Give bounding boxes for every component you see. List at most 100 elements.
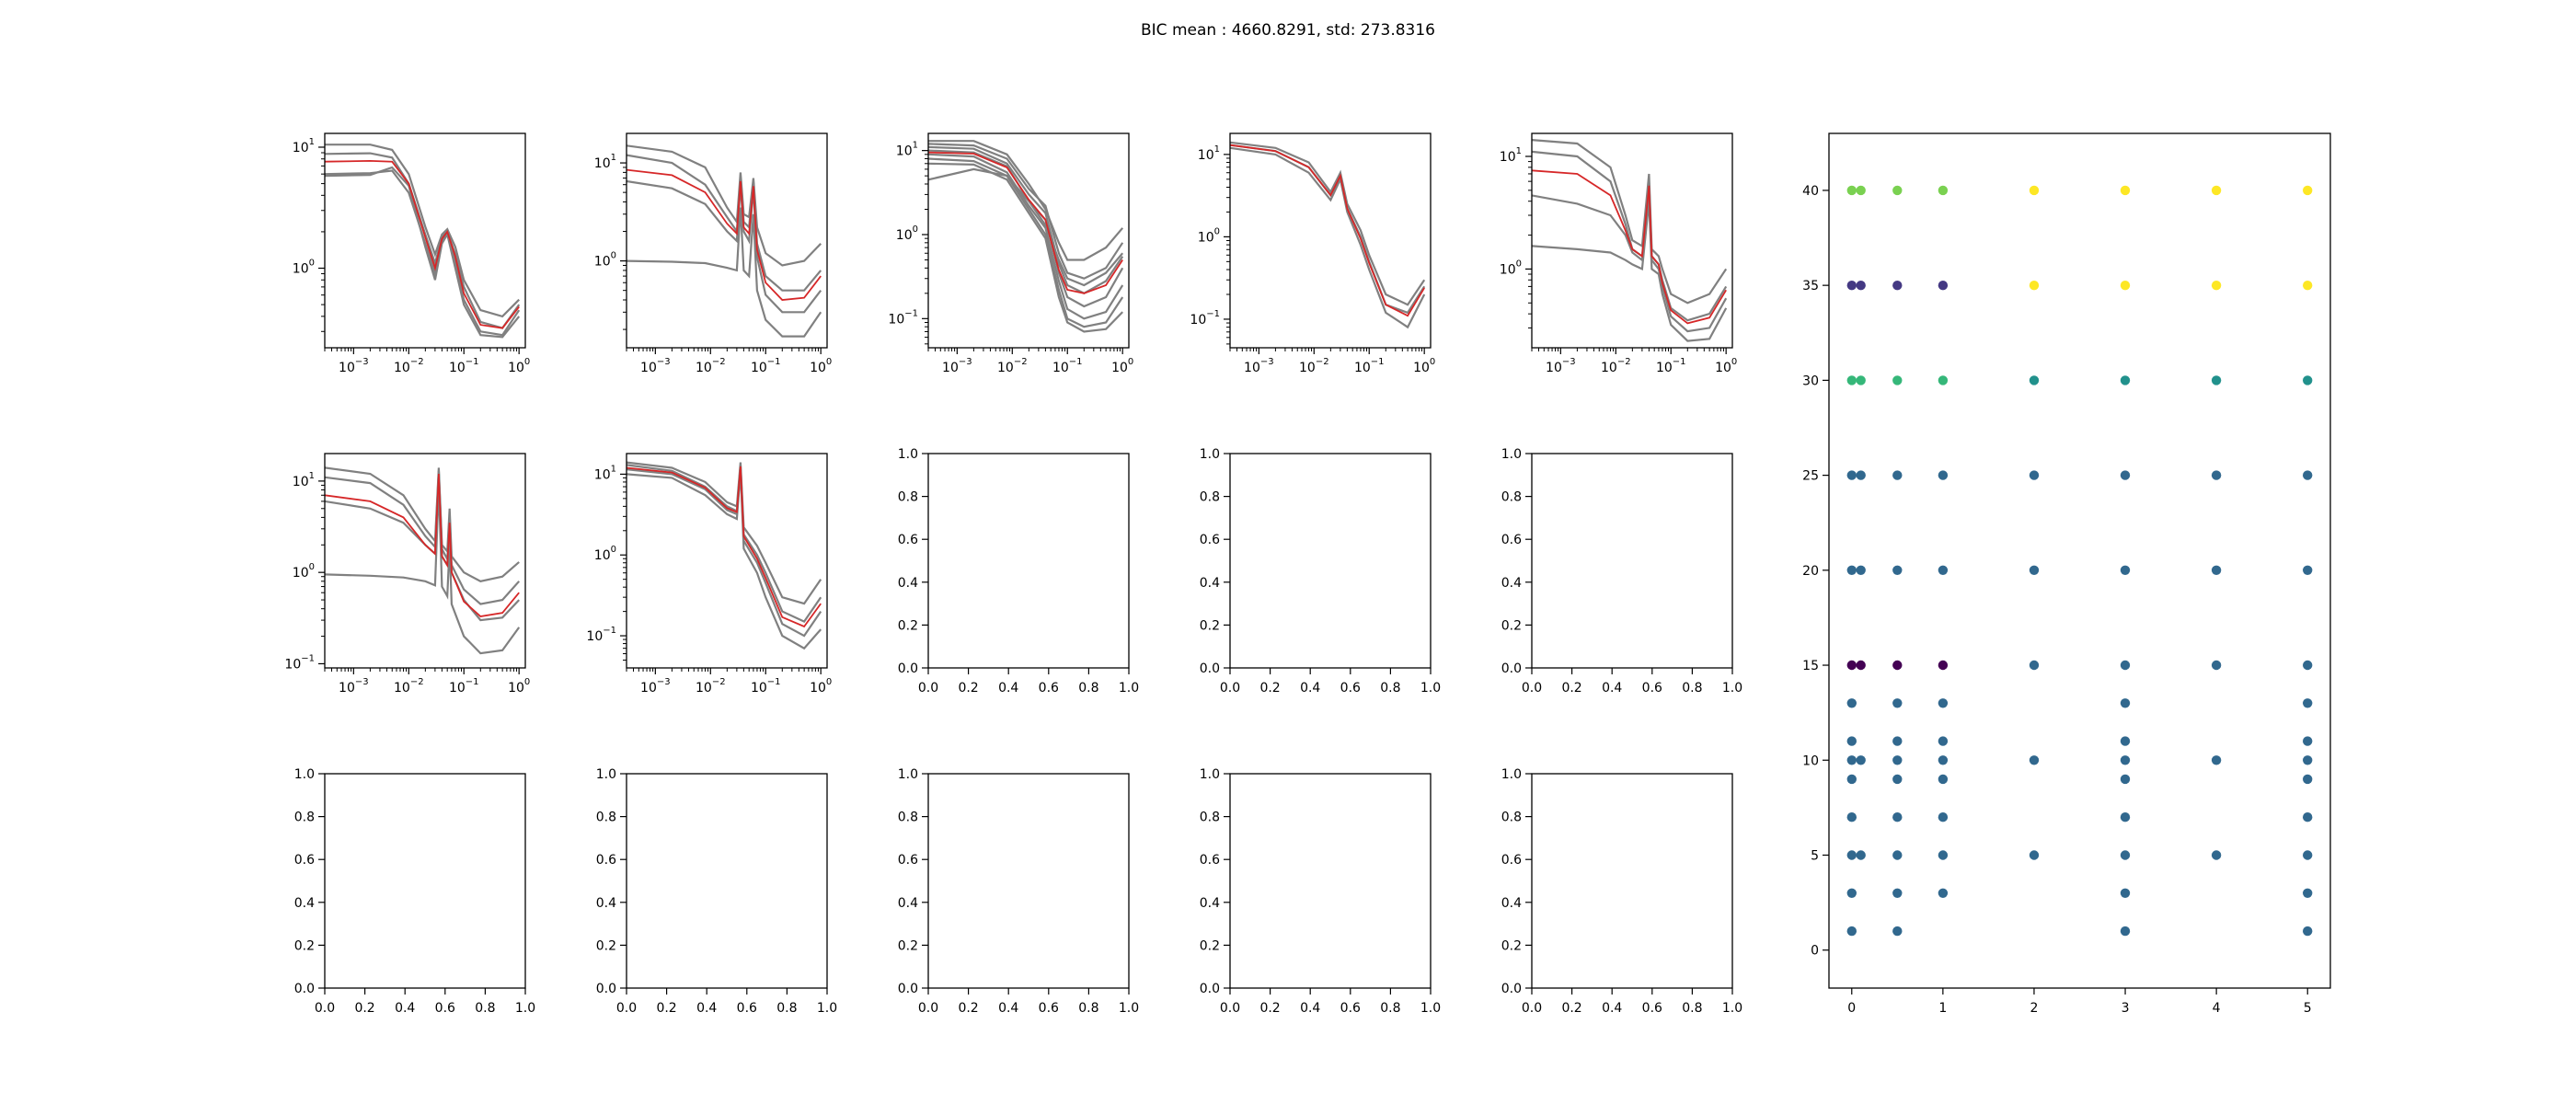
x-tick-label: 0.2 [1259,1001,1280,1016]
y-tick-label: 0.6 [898,853,918,868]
y-tick-label: 1.0 [596,767,616,782]
x-tick-label: 0.8 [1682,681,1702,696]
x-tick-label: 4 [2213,1001,2221,1016]
subplot-r2c2: 0.0 0.2 0.4 0.6 0.8 1.0 0.0 0.2 0.4 0.6 0.8 1.0 [898,767,1139,1016]
scatter-point [1846,281,1857,291]
y-tick-label: 1.0 [294,767,315,782]
x-tick-label: 100 [1413,357,1435,375]
y-tick-label: 0.0 [294,982,315,996]
scatter-point [2303,375,2313,385]
x-tick-label: 10−2 [1601,357,1631,375]
x-tick-label: 0.8 [1078,1001,1098,1016]
x-tick-label: 0.8 [1380,681,1400,696]
axes-frame [626,132,828,349]
scatter-point [1846,774,1857,785]
y-tick-label: 101 [594,153,616,171]
y-tick-label: 101 [293,137,315,155]
series-line-1 [627,154,822,292]
x-tick-label: 0 [1847,1001,1856,1016]
scatter-point [1938,812,1949,822]
scatter-point [1892,736,1903,746]
x-tick-label: 0.0 [1220,681,1240,696]
scatter-point [1938,281,1949,291]
scatter-point [2029,660,2040,671]
scatter-point [2211,755,2222,765]
y-tick-label: 0.6 [898,533,918,547]
x-tick-label: 0.4 [1602,681,1622,696]
scatter-point [2120,774,2131,785]
series-line-2 [1532,190,1728,333]
x-tick-label: 0.0 [1522,681,1542,696]
x-tick-label: 0.6 [737,1001,757,1016]
scatter-point [1938,185,1949,196]
y-tick-label: 101 [896,141,918,159]
scatter-point [1846,470,1857,480]
x-tick-label: 10−3 [640,677,671,696]
y-tick-label: 35 [1802,279,1819,293]
scatter-point [1846,185,1857,196]
scatter-point [2120,660,2131,671]
series-line-1 [1230,144,1426,315]
scatter-point [1892,185,1903,196]
x-tick-label: 0.2 [958,1001,978,1016]
x-tick-label: 10−2 [997,357,1028,375]
x-tick-label: 0.4 [1300,1001,1320,1016]
series-line-1 [928,143,1124,280]
scatter-point [2211,281,2222,291]
x-tick-label: 0.2 [1259,681,1280,696]
y-tick-label: 0.6 [294,853,315,868]
axes-frame [324,773,526,989]
y-tick-label: 0.8 [596,811,616,825]
y-tick-label: 1.0 [1200,447,1220,462]
series-line-2 [1230,146,1426,329]
y-tick-label: 40 [1802,184,1819,199]
x-tick-label: 100 [1111,357,1133,375]
series-line-0 [1230,141,1426,306]
scatter-point [1938,850,1949,860]
y-tick-label: 0.6 [596,853,616,868]
subplot-r0c2: 10−3 10−2 10−1 100 10−1 100 101 [888,132,1133,375]
scatter-point [1846,812,1857,822]
scatter-point [2211,185,2222,196]
y-tick-label: 0.2 [294,938,315,953]
subplot-r1c3: 0.0 0.2 0.4 0.6 0.8 1.0 0.0 0.2 0.4 0.6 0.8 1.0 [1200,447,1441,696]
x-tick-label: 0.6 [435,1001,455,1016]
x-tick-label: 1.0 [1722,1001,1742,1016]
scatter-point [2120,812,2131,822]
scatter-point [1846,755,1857,765]
mean-line [325,159,520,329]
scatter-point [2303,736,2313,746]
scatter-point [1856,755,1866,765]
subplot-r1c4: 0.0 0.2 0.4 0.6 0.8 1.0 0.0 0.2 0.4 0.6 0.8 1.0 [1501,447,1742,696]
scatter-point [1846,888,1857,898]
x-tick-label: 0.8 [776,1001,797,1016]
scatter-point [1892,565,1903,575]
scatter-point [1892,698,1903,708]
y-tick-label: 0.4 [898,576,918,591]
scatter-point [2120,281,2131,291]
y-tick-label: 15 [1802,659,1819,673]
x-tick-label: 0.6 [1642,1001,1662,1016]
x-tick-label: 0.4 [696,1001,717,1016]
mean-line [928,151,1123,294]
y-tick-label: 100 [1198,226,1220,245]
y-tick-label: 0.4 [898,896,918,911]
y-tick-label: 1.0 [1501,447,1522,462]
series-line-0 [627,144,822,267]
y-tick-label: 0.2 [1200,938,1220,953]
x-tick-label: 10−2 [394,357,424,375]
x-tick-label: 0.0 [1522,1001,1542,1016]
subplot-r2c3: 0.0 0.2 0.4 0.6 0.8 1.0 0.0 0.2 0.4 0.6 0.8 1.0 [1200,767,1441,1016]
y-tick-label: 0.6 [1501,533,1522,547]
series-line-1 [325,470,521,605]
series-group [325,466,521,655]
scatter-point [1856,660,1866,671]
series-line-2 [325,169,521,337]
scatter-point [1892,774,1903,785]
x-tick-label: 0.4 [1300,681,1320,696]
scatter-point [1938,698,1949,708]
y-tick-label: 0.4 [596,896,616,911]
y-tick-label: 1.0 [898,447,918,462]
y-tick-label: 0.8 [1200,490,1220,505]
axes-frame [1531,773,1733,989]
